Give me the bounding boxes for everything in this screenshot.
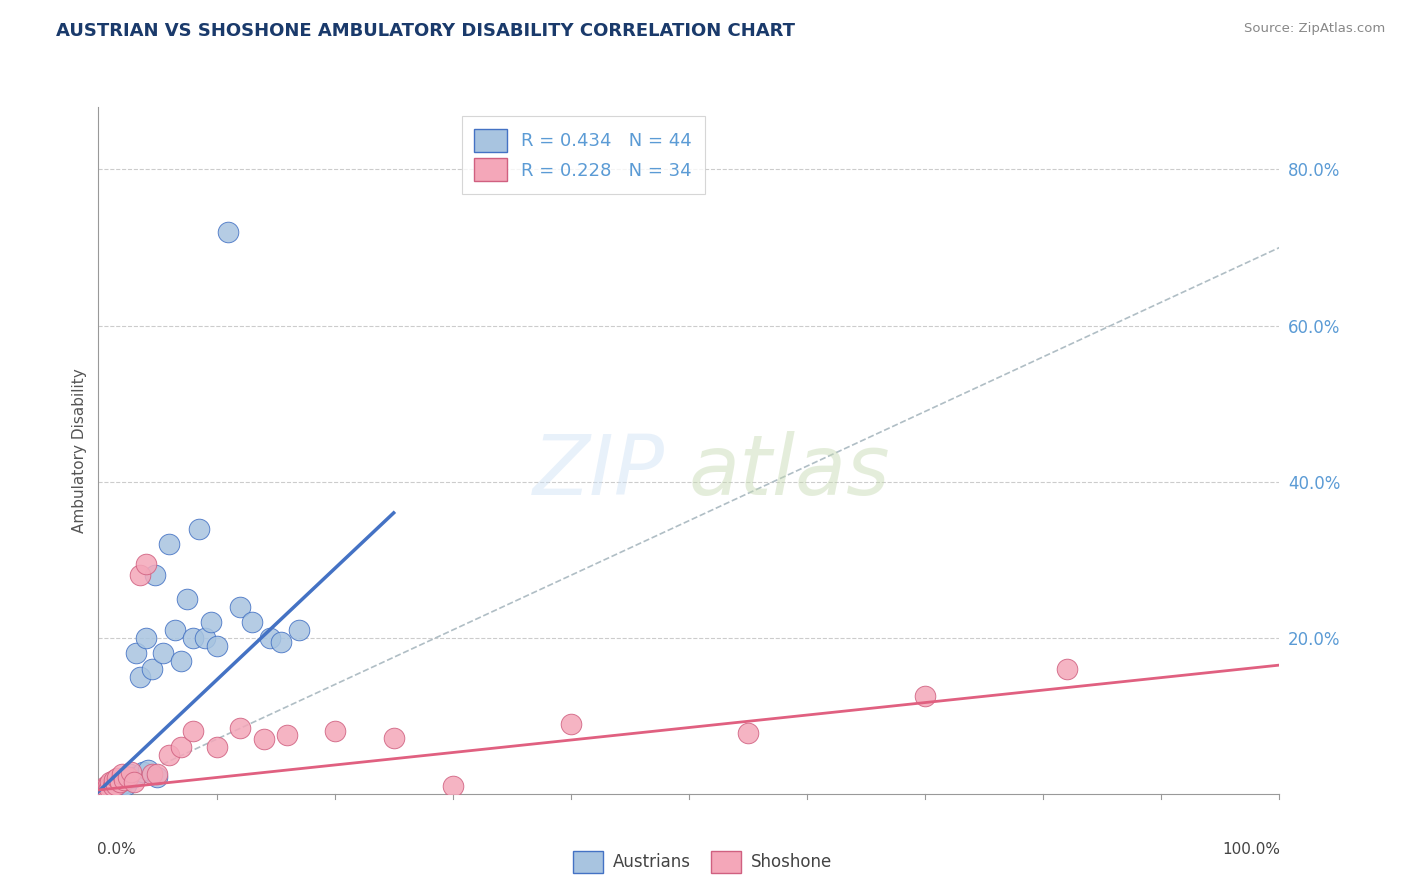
Text: 0.0%: 0.0% [97, 842, 136, 857]
Point [112, 772, 135, 787]
Point [276, 728, 298, 742]
Point [110, 780, 132, 795]
Text: AUSTRIAN VS SHOSHONE AMBULATORY DISABILITY CORRELATION CHART: AUSTRIAN VS SHOSHONE AMBULATORY DISABILI… [56, 22, 796, 40]
Point [187, 521, 209, 535]
Point [259, 631, 281, 645]
Point [737, 726, 759, 740]
Point [194, 631, 217, 645]
Point [112, 772, 135, 787]
Point [98, 781, 121, 796]
Point [382, 731, 405, 745]
Point [560, 716, 582, 731]
Point [229, 599, 252, 614]
Point [111, 777, 134, 791]
Point [1056, 662, 1078, 676]
Legend: Austrians, Shoshone: Austrians, Shoshone [567, 845, 839, 880]
Y-axis label: Ambulatory Disability: Ambulatory Disability [72, 368, 87, 533]
Point [270, 634, 292, 648]
Point [107, 775, 129, 789]
Point [97, 782, 120, 797]
Text: atlas: atlas [689, 431, 890, 512]
Point [121, 764, 143, 780]
Point [98, 779, 121, 793]
Point [104, 780, 127, 795]
Point [229, 721, 252, 735]
Point [135, 631, 157, 645]
Legend: R = 0.434   N = 44, R = 0.228   N = 34: R = 0.434 N = 44, R = 0.228 N = 34 [461, 116, 704, 194]
Point [117, 770, 139, 784]
Point [125, 646, 148, 660]
Point [91, 783, 114, 797]
Point [103, 775, 125, 789]
Point [152, 646, 174, 660]
Point [111, 767, 134, 781]
Point [98, 775, 121, 789]
Point [98, 780, 121, 795]
Point [120, 767, 142, 781]
Point [108, 775, 131, 789]
Point [97, 777, 120, 792]
Point [200, 615, 222, 630]
Point [132, 764, 155, 780]
Point [122, 775, 145, 789]
Text: ZIP: ZIP [533, 431, 665, 512]
Point [170, 654, 193, 668]
Point [205, 740, 228, 755]
Point [105, 777, 128, 792]
Point [441, 779, 464, 793]
Point [176, 591, 198, 606]
Text: Source: ZipAtlas.com: Source: ZipAtlas.com [1244, 22, 1385, 36]
Point [117, 771, 139, 786]
Point [253, 732, 276, 747]
Text: 100.0%: 100.0% [1223, 842, 1281, 857]
Point [100, 777, 122, 792]
Point [165, 623, 187, 637]
Point [181, 631, 204, 645]
Point [146, 767, 169, 781]
Point [136, 764, 159, 778]
Point [101, 780, 124, 794]
Point [181, 724, 204, 739]
Point [157, 537, 180, 551]
Point [101, 779, 124, 793]
Point [105, 771, 128, 786]
Point [128, 670, 150, 684]
Point [205, 639, 228, 653]
Point [141, 767, 163, 781]
Point [94, 779, 117, 793]
Point [93, 783, 115, 797]
Point [135, 557, 157, 571]
Point [288, 623, 311, 637]
Point [143, 568, 166, 582]
Point [105, 777, 128, 792]
Point [103, 772, 125, 787]
Point [96, 780, 118, 795]
Point [128, 568, 150, 582]
Point [114, 777, 136, 792]
Point [122, 770, 145, 784]
Point [914, 690, 936, 704]
Point [96, 781, 118, 796]
Point [170, 740, 193, 755]
Point [108, 779, 131, 793]
Point [217, 225, 239, 239]
Point [157, 747, 180, 762]
Point [105, 779, 128, 793]
Point [240, 615, 263, 630]
Point [141, 662, 163, 676]
Point [323, 724, 346, 739]
Point [146, 770, 169, 784]
